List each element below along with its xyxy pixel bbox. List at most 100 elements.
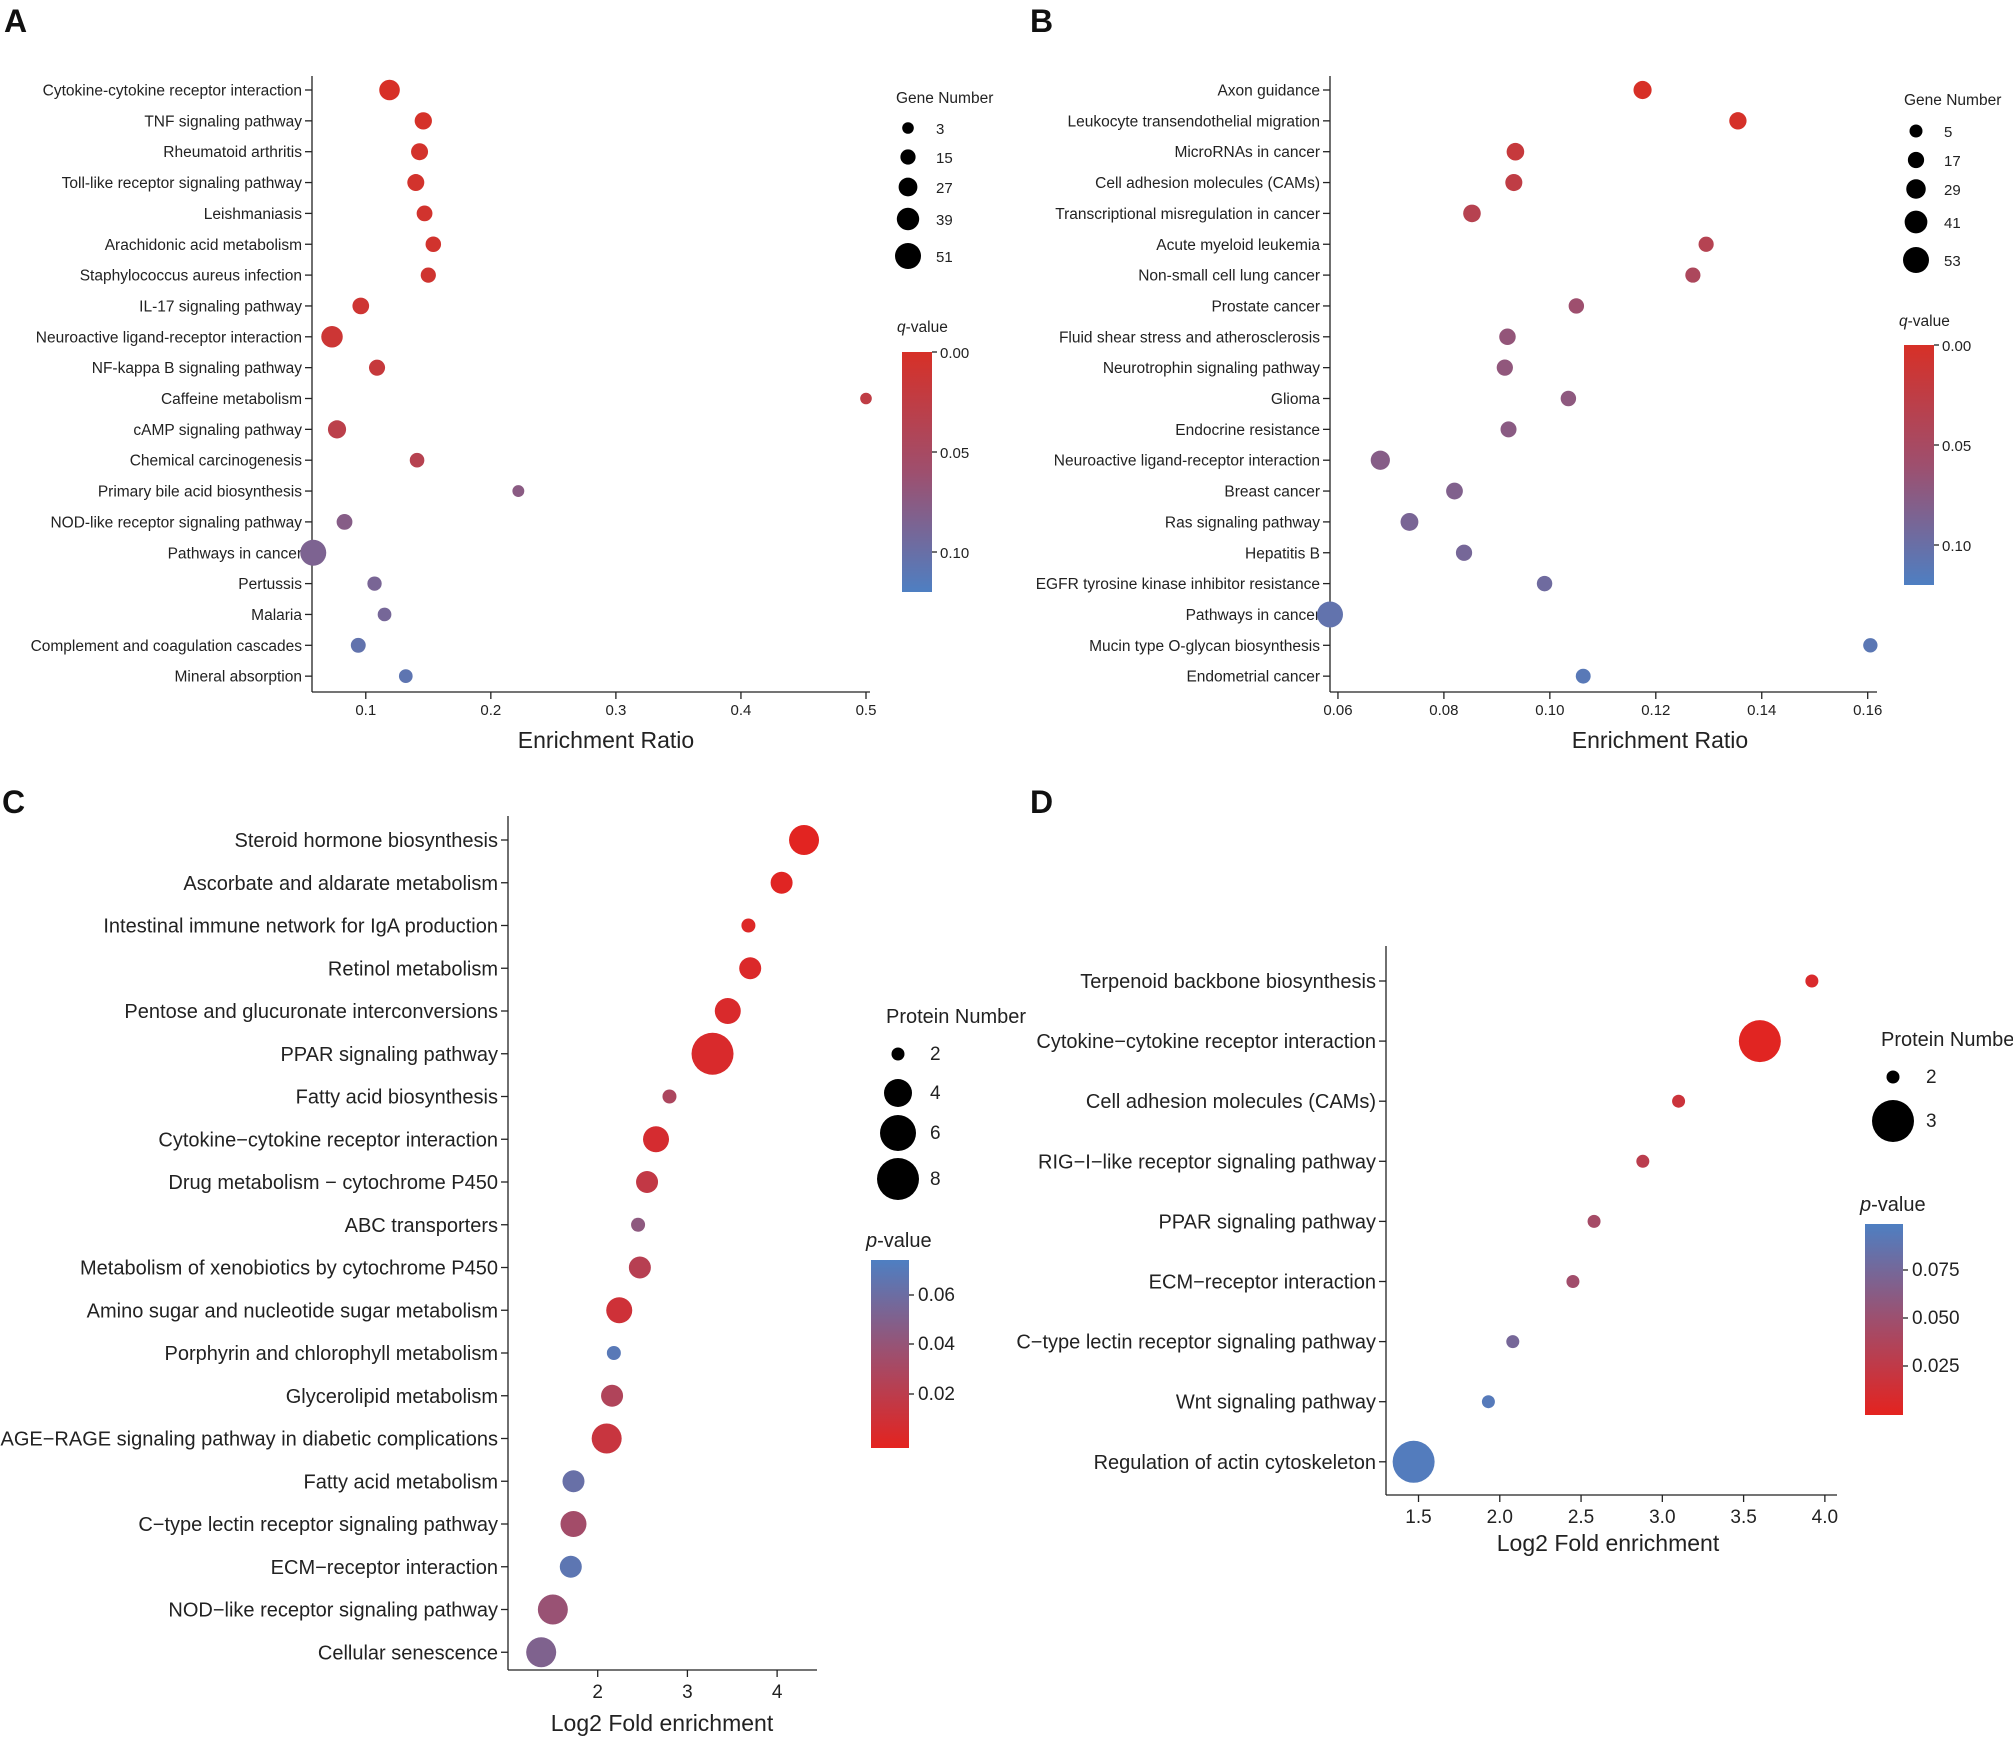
category-label: TNF signaling pathway (144, 113, 302, 130)
data-point (643, 1126, 670, 1153)
data-point (1446, 482, 1463, 500)
data-point (416, 205, 433, 222)
category-label: Cell adhesion molecules (CAMs) (1086, 1091, 1376, 1113)
panel-c: C 2 3 4 Log2 Fold enrichment Steroid hormone … (1, 784, 1027, 1736)
color-legend-title-rest: -value (877, 1230, 931, 1252)
category-label: Breast cancer (1224, 484, 1320, 501)
size-legend-value: 3 (1926, 1111, 1937, 1132)
x-axis-label: Enrichment Ratio (518, 727, 694, 753)
category-label: MicroRNAs in cancer (1174, 144, 1320, 161)
data-point (1481, 1395, 1495, 1409)
category-label: Pentose and glucuronate interconversions (124, 1001, 498, 1023)
data-point (1633, 80, 1652, 100)
category-label: Mineral absorption (174, 669, 302, 686)
category-label: Rheumatoid arthritis (163, 144, 302, 161)
data-point (327, 420, 347, 439)
category-label: Pathways in cancer (1186, 607, 1320, 624)
data-point (425, 236, 442, 252)
category-label: NOD−like receptor signaling pathway (168, 1600, 498, 1622)
color-bar (1865, 1224, 1903, 1415)
category-label: Cytokine-cytokine receptor interaction (43, 83, 302, 100)
x-tick-label: 0.06 (1323, 702, 1352, 719)
category-label: Neurotrophin signaling pathway (1103, 360, 1320, 377)
data-point (1698, 236, 1714, 252)
category-label: Ascorbate and aldarate metabolism (183, 873, 498, 895)
color-bar-tick-label: 0.050 (1912, 1308, 1960, 1329)
data-point (1575, 668, 1591, 684)
x-tick-label: 0.4 (731, 702, 752, 719)
category-label: Fatty acid metabolism (303, 1471, 498, 1493)
color-bar (871, 1260, 909, 1448)
color-legend-title: q-value (1899, 313, 1950, 330)
data-point (1568, 298, 1585, 314)
panel-a: A 0.1 0.2 0.3 0.4 0.5 Enrichment Ratio Cytokine… (4, 3, 993, 753)
category-label: Staphylococcus aureus infection (80, 268, 302, 285)
data-point (601, 1384, 624, 1407)
category-label: AGE−RAGE signaling pathway in diabetic c… (1, 1429, 498, 1451)
data-point (562, 1470, 585, 1493)
size-legend-dot (1872, 1100, 1914, 1142)
data-point (1738, 1020, 1781, 1063)
size-legend-dot (1907, 151, 1925, 169)
panel-b: B 0.06 0.08 0.10 0.12 0.14 0.16 Enrichment Rati… (1030, 3, 2001, 753)
size-legend-dot (902, 122, 914, 134)
x-tick-label: 2 (592, 1682, 603, 1703)
color-legend-title: q-value (897, 319, 948, 336)
color-bar-tick-label: 0.10 (940, 545, 969, 562)
size-legend-value: 2 (930, 1044, 941, 1065)
x-tick-label: 3.5 (1730, 1507, 1756, 1528)
x-axis-label: Enrichment Ratio (1572, 727, 1748, 753)
data-point (739, 957, 762, 980)
data-point (420, 267, 436, 283)
data-point (1587, 1214, 1601, 1228)
category-label: Non-small cell lung cancer (1138, 268, 1320, 285)
data-point (691, 1032, 734, 1075)
data-point (1317, 601, 1343, 628)
data-point (1370, 450, 1390, 470)
category-label: Fluid shear stress and atherosclerosis (1059, 329, 1320, 346)
size-legend-dot (1886, 1070, 1900, 1084)
size-legend-dot (900, 149, 916, 165)
data-point (1805, 974, 1819, 988)
panel-letter: D (1030, 784, 1053, 820)
data-point (1685, 267, 1701, 283)
category-label: Cell adhesion molecules (CAMs) (1095, 175, 1320, 192)
data-point (352, 297, 370, 315)
category-label: Fatty acid biosynthesis (296, 1087, 498, 1109)
data-point (367, 576, 382, 591)
data-point (560, 1511, 587, 1537)
x-axis-label: Log2 Fold enrichment (551, 1710, 774, 1736)
category-label: IL-17 signaling pathway (139, 298, 302, 315)
category-label: Hepatitis B (1245, 545, 1320, 562)
category-label: Pertussis (238, 576, 302, 593)
data-point (537, 1594, 568, 1625)
data-point (300, 539, 327, 566)
color-legend-title-italic: p (865, 1230, 877, 1252)
category-label: NOD-like receptor signaling pathway (50, 514, 302, 531)
data-point (636, 1171, 659, 1193)
x-tick-label: 2.0 (1487, 1507, 1513, 1528)
category-label: Leukocyte transendothelial migration (1068, 113, 1320, 130)
category-label: Prostate cancer (1211, 298, 1320, 315)
color-legend-title: p-value (865, 1230, 932, 1252)
color-bar-tick-label: 0.04 (918, 1334, 955, 1355)
category-label: Malaria (251, 607, 302, 624)
data-point (336, 514, 353, 530)
color-legend-title-rest: -value (906, 319, 948, 336)
color-bar-tick-label: 0.075 (1912, 1260, 1960, 1281)
data-point (409, 452, 425, 468)
size-legend-dot (880, 1115, 916, 1151)
size-legend-value: 27 (936, 180, 953, 197)
data-point (1392, 1440, 1435, 1483)
x-axis-label: Log2 Fold enrichment (1497, 1530, 1720, 1556)
x-tick-label: 0.16 (1853, 702, 1882, 719)
category-label: Chemical carcinogenesis (130, 453, 303, 470)
color-bar-tick-label: 0.02 (918, 1384, 955, 1405)
data-point (1729, 112, 1747, 130)
data-point (1672, 1094, 1686, 1108)
x-tick-label: 0.3 (605, 702, 626, 719)
size-legend-dot (895, 243, 921, 269)
size-legend-value: 5 (1944, 124, 1952, 141)
data-point (379, 79, 400, 101)
